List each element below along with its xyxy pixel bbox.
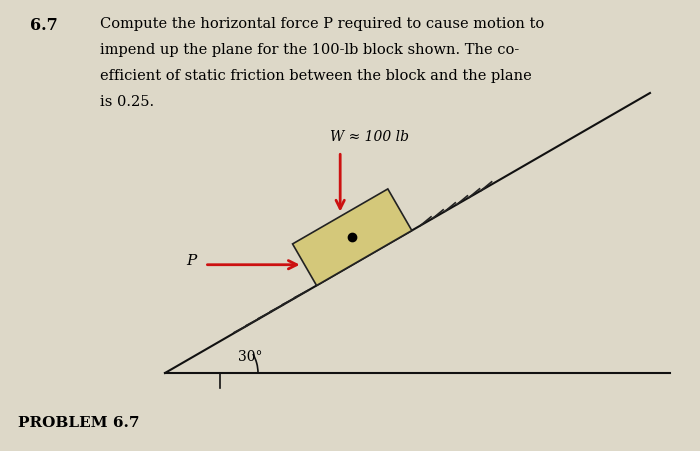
Text: 30°: 30° <box>238 349 262 363</box>
Text: 6.7: 6.7 <box>30 17 57 34</box>
Text: Compute the horizontal force P required to cause motion to: Compute the horizontal force P required … <box>100 17 545 31</box>
Polygon shape <box>293 189 412 286</box>
Text: PROBLEM 6.7: PROBLEM 6.7 <box>18 415 139 429</box>
Text: is 0.25.: is 0.25. <box>100 95 154 109</box>
Text: P: P <box>186 253 197 267</box>
Text: impend up the plane for the 100-lb block shown. The co-: impend up the plane for the 100-lb block… <box>100 43 519 57</box>
Text: efficient of static friction between the block and the plane: efficient of static friction between the… <box>100 69 532 83</box>
Text: W ≈ 100 lb: W ≈ 100 lb <box>330 130 410 144</box>
